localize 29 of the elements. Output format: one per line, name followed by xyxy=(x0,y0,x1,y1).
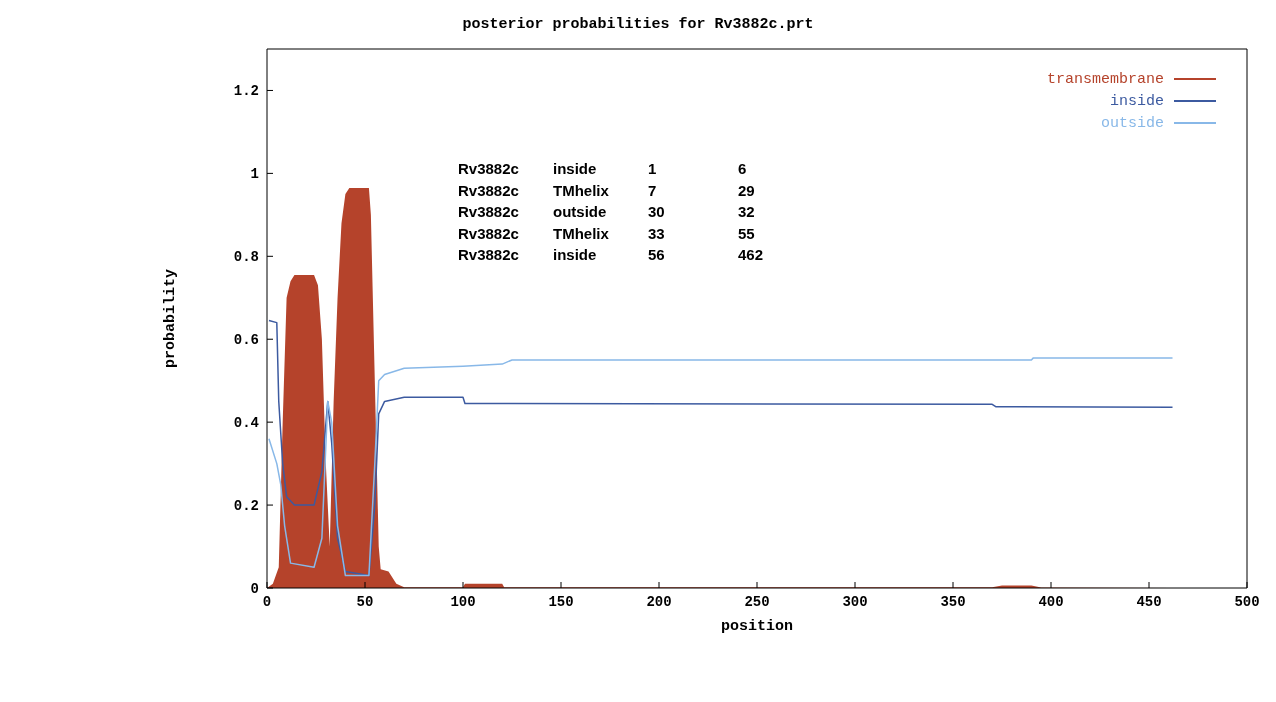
y-tick-label: 1 xyxy=(250,166,259,183)
y-tick-label: 0.4 xyxy=(233,415,259,432)
x-axis-title: position xyxy=(720,618,794,635)
y-tick-label: 1.2 xyxy=(233,83,259,100)
x-tick-label: 500 xyxy=(1234,593,1260,610)
legend-label: transmembrane xyxy=(1046,70,1164,88)
y-tick-label: 0 xyxy=(250,580,259,597)
x-tick-label: 400 xyxy=(1038,593,1064,610)
x-tick-label: 50 xyxy=(356,593,374,610)
text: Rv3882c inside 56 462 xyxy=(458,246,764,263)
y-axis-title: probability xyxy=(162,268,180,369)
x-tick-label: 150 xyxy=(548,593,574,610)
chart-title: posterior probabilities for Rv3882c.prt xyxy=(461,16,815,33)
x-tick-label: 300 xyxy=(842,593,868,610)
x-tick-label: 250 xyxy=(744,593,770,610)
x-tick-label: 200 xyxy=(646,593,672,610)
y-tick-label: 0.8 xyxy=(233,249,259,266)
legend-label: inside xyxy=(1109,92,1164,110)
y-tick-label: 0.6 xyxy=(233,332,259,349)
legend-label: outside xyxy=(1100,114,1164,132)
x-tick-label: 100 xyxy=(450,593,476,610)
text: Rv3882c inside 1 6 xyxy=(458,160,747,177)
text: Rv3882c TMhelix 7 29 xyxy=(458,181,755,199)
x-tick-label: 0 xyxy=(262,593,272,610)
text: Rv3882c outside 30 32 xyxy=(458,203,755,220)
x-tick-label: 450 xyxy=(1136,593,1162,610)
y-tick-label: 0.2 xyxy=(233,498,259,515)
text: Rv3882c TMhelix 33 55 xyxy=(458,224,755,242)
x-tick-label: 350 xyxy=(940,593,966,610)
